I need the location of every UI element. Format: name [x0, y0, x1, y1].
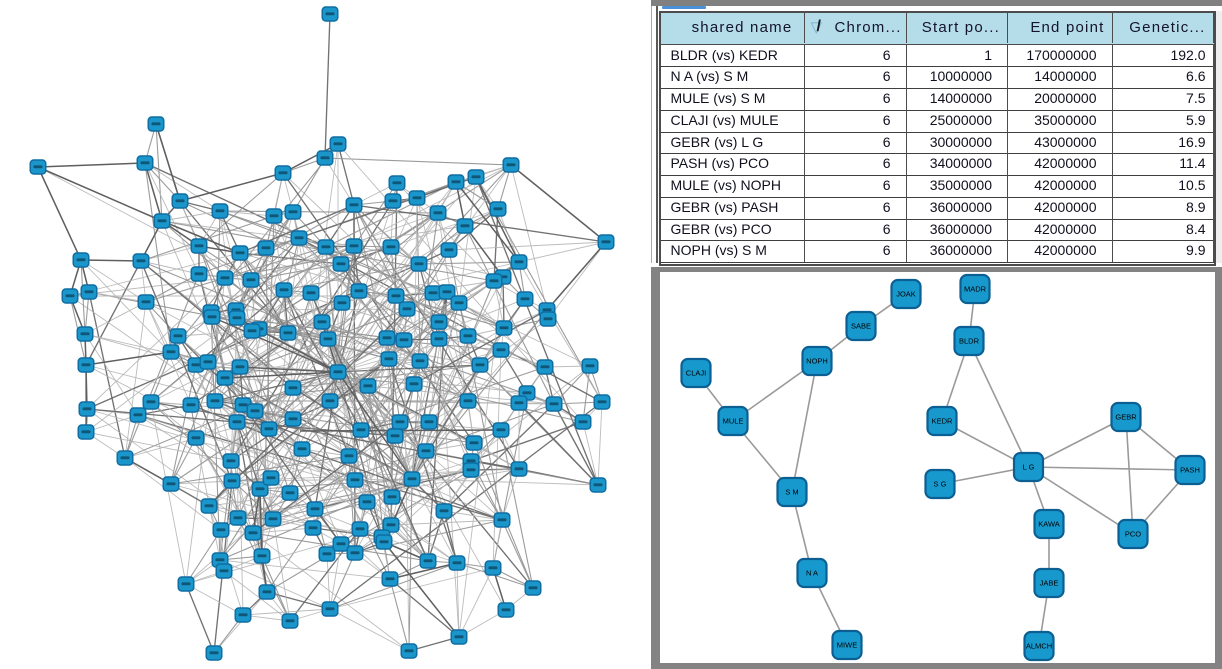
svg-text:PASH: PASH [1180, 466, 1200, 475]
svg-text:GEBR: GEBR [1115, 413, 1137, 422]
svg-text:PCO: PCO [1125, 530, 1141, 539]
svg-text:CLAJI: CLAJI [686, 369, 706, 378]
svg-text:MULE: MULE [723, 417, 744, 426]
svg-text:JABE: JABE [1040, 579, 1059, 588]
svg-text:S G: S G [934, 480, 947, 489]
svg-text:KAWA: KAWA [1038, 520, 1060, 529]
svg-text:KEDR: KEDR [932, 417, 953, 426]
svg-text:SABE: SABE [851, 322, 871, 331]
svg-text:ALMCH: ALMCH [1026, 642, 1052, 651]
svg-text:L G: L G [1023, 463, 1035, 472]
svg-text:N A: N A [806, 569, 818, 578]
svg-text:MIWE: MIWE [837, 641, 857, 650]
svg-text:S M: S M [785, 488, 798, 497]
svg-text:JOAK: JOAK [896, 290, 916, 299]
svg-text:MADR: MADR [964, 285, 987, 294]
svg-text:NOPH: NOPH [806, 357, 828, 366]
svg-text:BLDR: BLDR [959, 337, 980, 346]
